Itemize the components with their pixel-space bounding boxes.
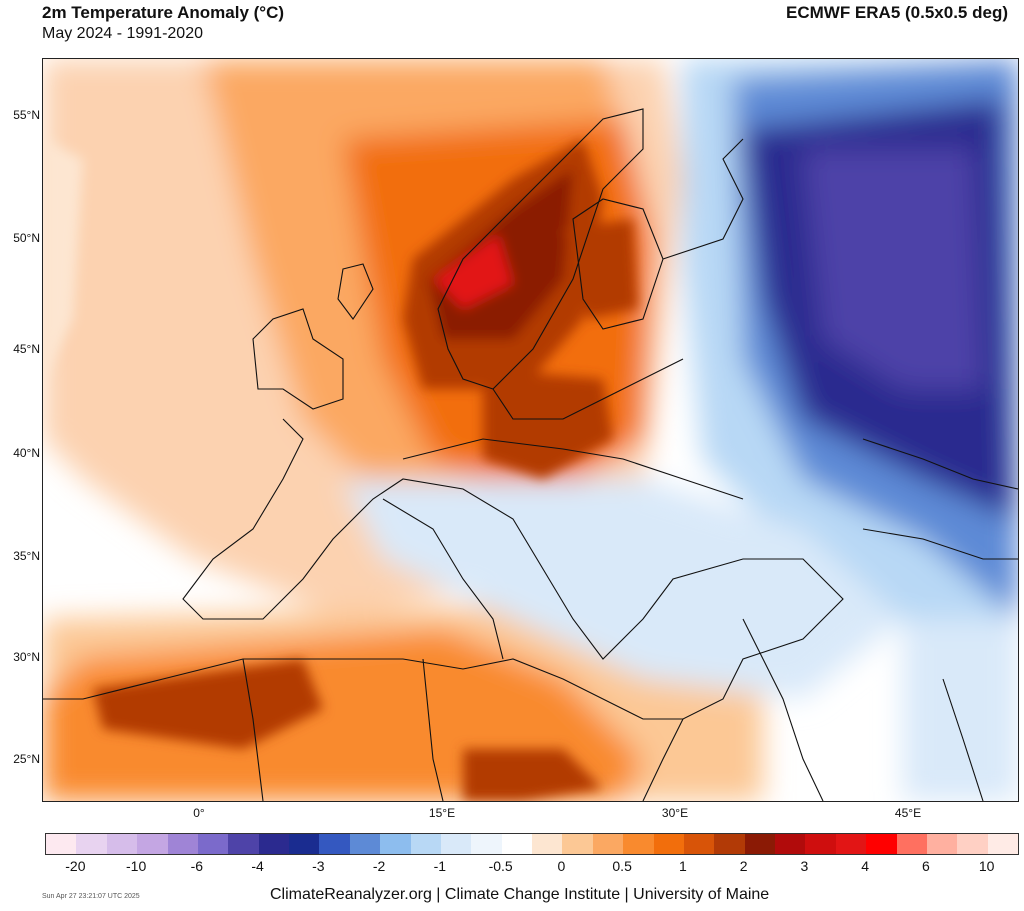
- lat-label-25: 25°N: [13, 752, 40, 766]
- colorbar-swatch: [866, 834, 897, 854]
- colorbar-swatch: [46, 834, 77, 854]
- colorbar-swatch: [957, 834, 988, 854]
- colorbar-label: -6: [190, 858, 204, 874]
- colorbar-swatch: [653, 834, 684, 854]
- colorbar-swatch: [926, 834, 958, 854]
- colorbar-swatch: [228, 834, 259, 854]
- lat-label-55: 55°N: [13, 108, 40, 122]
- colorbar-label: 1: [678, 858, 687, 874]
- colorbar-swatch: [714, 834, 745, 854]
- lat-label-45: 45°N: [13, 342, 40, 356]
- colorbar: [45, 833, 1019, 855]
- colorbar-swatch: [76, 834, 107, 854]
- colorbar-swatch: [744, 834, 775, 854]
- lat-label-30: 30°N: [13, 650, 40, 664]
- lon-label-45e: 45°E: [894, 806, 922, 820]
- colorbar-label: 6: [921, 858, 930, 874]
- lon-label-30e: 30°E: [661, 806, 689, 820]
- colorbar-swatch: [532, 834, 563, 854]
- colorbar-swatch: [775, 834, 806, 854]
- colorbar-swatch: [501, 834, 532, 854]
- colorbar-swatch: [410, 834, 441, 854]
- colorbar-swatch: [987, 834, 1018, 854]
- colorbar-swatch: [289, 834, 320, 854]
- anomaly-map: [43, 59, 1018, 801]
- colorbar-label: -10: [126, 858, 147, 874]
- colorbar-swatch: [106, 834, 138, 854]
- colorbar-swatch: [258, 834, 289, 854]
- chart-title: 2m Temperature Anomaly (°C): [42, 3, 285, 22]
- colorbar-label: -20: [65, 858, 86, 874]
- lat-label-40: 40°N: [13, 446, 40, 460]
- colorbar-swatch: [683, 834, 715, 854]
- timestamp: Sun Apr 27 23:21:07 UTC 2025: [42, 893, 140, 900]
- colorbar-label: -4: [251, 858, 264, 874]
- colorbar-label: 3: [800, 858, 809, 874]
- colorbar-swatch: [623, 834, 654, 854]
- colorbar-swatch: [440, 834, 472, 854]
- colorbar-swatch: [319, 834, 350, 854]
- colorbar-label: 4: [861, 858, 870, 874]
- colorbar-swatch: [380, 834, 411, 854]
- lon-label-15e: 15°E: [428, 806, 456, 820]
- colorbar-swatch: [471, 834, 502, 854]
- lon-label-0: 0°: [193, 806, 205, 820]
- colorbar-label: -1: [433, 858, 447, 874]
- colorbar-swatch: [562, 834, 593, 854]
- colorbar-swatch: [137, 834, 168, 854]
- colorbar-swatch: [805, 834, 836, 854]
- colorbar-swatch: [167, 834, 198, 854]
- lat-label-50: 50°N: [13, 231, 40, 245]
- colorbar-label: -3: [312, 858, 325, 874]
- colorbar-swatch: [197, 834, 229, 854]
- colorbar-label: -0.5: [488, 858, 513, 874]
- colorbar-label: 0: [557, 858, 566, 874]
- colorbar-swatch: [349, 834, 381, 854]
- colorbar-swatch: [835, 834, 867, 854]
- colorbar-label: -2: [372, 858, 386, 874]
- colorbar-label: 0.5: [612, 858, 632, 874]
- data-source: ECMWF ERA5 (0.5x0.5 deg): [786, 3, 1008, 22]
- chart-subtitle: May 2024 - 1991-2020: [42, 25, 203, 42]
- footer-credit: ClimateReanalyzer.org | Climate Change I…: [270, 886, 770, 903]
- colorbar-label: 10: [978, 858, 995, 874]
- colorbar-swatch: [592, 834, 624, 854]
- colorbar-swatch: [896, 834, 927, 854]
- colorbar-label: 2: [739, 858, 748, 874]
- map-panel[interactable]: [42, 58, 1019, 802]
- lat-label-35: 35°N: [13, 549, 40, 563]
